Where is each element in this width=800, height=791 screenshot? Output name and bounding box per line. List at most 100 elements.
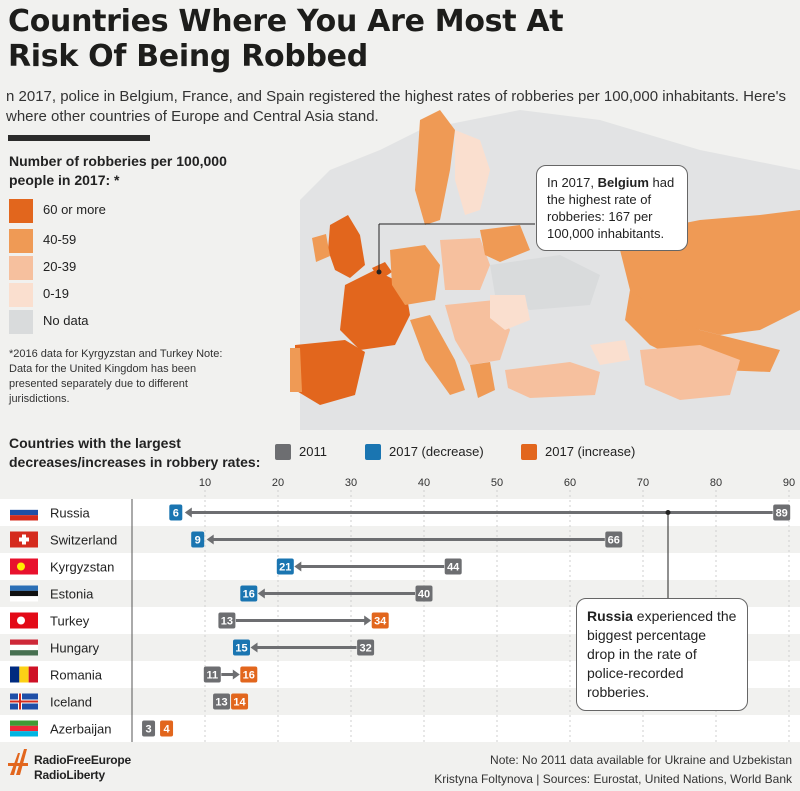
map-portugal: [290, 348, 302, 392]
value-2011-box: [357, 639, 375, 656]
legend-swatch: [9, 199, 33, 223]
value-2017-box: [276, 558, 294, 575]
row-stripe: [0, 715, 800, 742]
country-label: Azerbaijan: [50, 722, 111, 737]
map-norway-sweden: [415, 110, 455, 225]
russia-marker: [665, 510, 671, 515]
legend-swatch: [9, 310, 33, 334]
value-2011-label: 13: [221, 616, 233, 628]
value-2017-box: [231, 693, 249, 710]
value-2011-box: [142, 720, 156, 737]
country-label: Turkey: [50, 614, 90, 629]
key-label: 2017 (decrease): [389, 444, 484, 459]
footnote-credits: Kristyna Foltynova | Sources: Eurostat, …: [434, 772, 792, 786]
value-2011-box: [218, 612, 236, 629]
country-label: Hungary: [50, 641, 100, 656]
callout-text: In 2017,: [547, 175, 598, 190]
legend-label: 0-19: [43, 286, 70, 301]
map-greece: [470, 362, 495, 398]
flag-stripe: [10, 515, 38, 521]
value-2011-label: 32: [359, 643, 371, 655]
value-2017-box: [240, 666, 258, 683]
value-2017-label: 21: [279, 562, 291, 574]
flag-cross: [19, 537, 29, 542]
flag-stripe: [10, 731, 38, 737]
value-2017-label: 14: [233, 697, 246, 709]
map-spain: [295, 340, 365, 405]
country-label: Russia: [50, 506, 91, 521]
callout-text: had the highest rate of robberies: 167 p…: [547, 175, 675, 241]
key-swatch: [521, 444, 537, 460]
map-romania: [490, 295, 530, 330]
flag-stripe: [10, 590, 38, 597]
country-label: Romania: [50, 668, 103, 683]
title-rule: [8, 135, 150, 141]
value-2011-label: 40: [418, 589, 430, 601]
flag-stripe: [10, 504, 38, 510]
value-2011-box: [773, 504, 791, 521]
x-tick-label: 70: [637, 477, 649, 489]
map-uk: [328, 215, 365, 278]
callout-bold: Russia: [587, 608, 633, 624]
flag-stripe: [19, 666, 29, 683]
value-2017-box: [191, 531, 205, 548]
key-swatch: [365, 444, 381, 460]
value-2017-label: 15: [235, 643, 247, 655]
value-2017-box: [371, 612, 389, 629]
map-ireland: [312, 234, 330, 262]
rferl-logo-icon: [8, 749, 28, 775]
key-label: 2011: [299, 444, 327, 459]
map-legend-title: Number of robberies per 100,000 people i…: [9, 153, 227, 188]
flag-stripe: [10, 639, 38, 645]
change-arrow: [232, 669, 240, 680]
flag-stripe: [10, 596, 38, 602]
change-arrow: [206, 534, 214, 545]
callout-bold: Belgium: [597, 175, 649, 190]
flag-stripe: [28, 666, 38, 683]
map-central-asia: [640, 345, 740, 400]
value-2011-box: [213, 693, 231, 710]
legend-item-20-39: 20-39: [9, 256, 229, 280]
value-2011-label: 44: [447, 562, 460, 574]
map-caucasus: [590, 340, 630, 365]
flag-stripe: [10, 644, 38, 651]
flag-stripe: [10, 725, 38, 732]
belgium-marker: [376, 269, 382, 275]
x-tick-label: 20: [272, 477, 284, 489]
value-2017-label: 16: [243, 589, 255, 601]
value-2011-label: 89: [776, 508, 788, 520]
flag-emblem: [17, 616, 25, 625]
legend-item-60-plus: 60 or more: [9, 199, 229, 223]
key-swatch: [275, 444, 291, 460]
x-tick-label: 50: [491, 477, 503, 489]
country-label: Kyrgyzstan: [50, 560, 114, 575]
flag-cross: [10, 700, 38, 703]
chart-title: Countries with the largest decreases/inc…: [9, 435, 261, 470]
map-france: [340, 270, 410, 350]
map-belarus: [480, 225, 530, 262]
value-2011-label: 66: [608, 535, 620, 547]
logo-line-2: RadioLiberty: [34, 768, 105, 782]
map-italy: [410, 315, 465, 395]
legend-label: 60 or more: [43, 202, 106, 217]
change-arrow: [250, 642, 258, 653]
legend-label: 20-39: [43, 259, 77, 274]
intro-text: n 2017, police in Belgium, France, and S…: [6, 88, 787, 125]
change-arrow: [257, 588, 265, 599]
value-2017-label: 4: [163, 724, 170, 736]
value-2011-label: 13: [215, 697, 227, 709]
flag-emblem: [17, 562, 25, 571]
country-label: Iceland: [50, 695, 92, 710]
logo-line-1: RadioFreeEurope: [34, 753, 132, 767]
legend-swatch: [9, 256, 33, 280]
flag-stripe: [10, 509, 38, 516]
map-turkey: [505, 362, 600, 398]
value-2017-box: [169, 504, 183, 521]
change-arrow: [294, 561, 302, 572]
key-label: 2017 (increase): [545, 444, 636, 459]
value-2017-box: [240, 585, 258, 602]
x-tick-label: 10: [199, 477, 211, 489]
x-tick-label: 30: [345, 477, 357, 489]
value-2011-label: 11: [206, 670, 218, 682]
value-2017-box: [233, 639, 250, 656]
